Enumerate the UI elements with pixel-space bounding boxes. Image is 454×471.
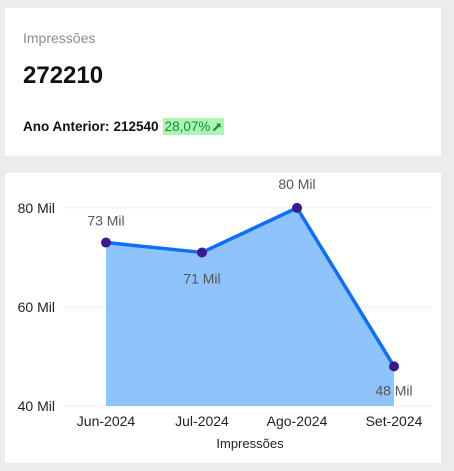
prev-year-label: Ano Anterior:: [23, 119, 110, 134]
data-label: 71 Mil: [183, 270, 220, 286]
kpi-card: Impressões 272210 Ano Anterior: 212540 2…: [5, 8, 441, 156]
change-percent: 28,07%: [164, 119, 211, 134]
x-tick-label: Ago-2024: [267, 413, 328, 429]
impressions-area-chart: 40 Mil 60 Mil 80 Mil 73 Mil 71 Mil 80 Mil 48 M…: [18, 176, 433, 451]
area-fill: [106, 207, 394, 406]
data-label: 80 Mil: [278, 176, 315, 192]
prev-year-value: 212540: [113, 119, 159, 134]
change-badge: 28,07%: [162, 118, 225, 135]
kpi-comparison: Ano Anterior: 212540 28,07%: [23, 118, 225, 135]
series-line: [105, 206, 396, 368]
arrow-up-right-icon: [213, 123, 221, 131]
data-point: [101, 237, 111, 248]
data-label: 48 Mil: [375, 382, 412, 398]
y-tick-label: 80 Mil: [18, 200, 55, 216]
data-point: [197, 247, 207, 258]
kpi-value: 272210: [23, 62, 104, 89]
x-axis-title: Impressões: [216, 436, 284, 451]
x-tick-label: Jul-2024: [175, 413, 229, 429]
x-tick-label: Set-2024: [366, 413, 423, 429]
data-point: [292, 202, 302, 213]
y-tick-label: 60 Mil: [18, 299, 55, 315]
x-tick-label: Jun-2024: [77, 413, 136, 429]
data-label: 73 Mil: [87, 213, 124, 229]
chart-card: 40 Mil 60 Mil 80 Mil 73 Mil 71 Mil 80 Mil 48 M…: [5, 173, 441, 463]
y-tick-label: 40 Mil: [18, 398, 55, 414]
data-point: [389, 361, 399, 372]
kpi-label: Impressões: [23, 30, 96, 46]
